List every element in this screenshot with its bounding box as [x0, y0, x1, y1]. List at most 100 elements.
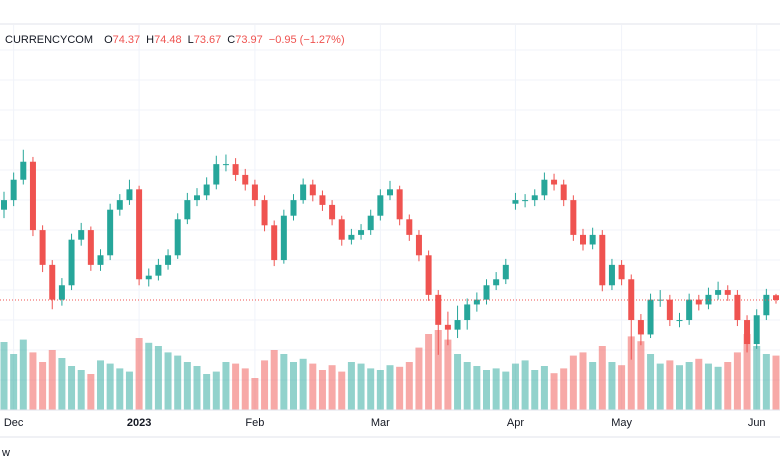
candle-body — [97, 255, 104, 265]
candle-body — [329, 204, 336, 220]
volume-bar — [531, 370, 539, 410]
volume-bar — [550, 373, 558, 410]
candle-body — [174, 219, 181, 256]
volume-bar — [753, 346, 761, 410]
candle-body — [39, 230, 46, 265]
candle-body — [271, 225, 278, 261]
legend-value: 73.67 — [194, 34, 222, 46]
legend-key: C — [227, 34, 235, 46]
candle-body — [773, 295, 779, 301]
volume-bar — [598, 346, 606, 410]
volume-bar — [405, 362, 413, 410]
candle-body — [396, 189, 403, 220]
candle-body — [493, 279, 500, 286]
candle-body — [695, 299, 702, 305]
volume-bar — [647, 354, 655, 410]
volume-bar — [328, 365, 336, 410]
candle-body — [213, 164, 220, 185]
legend-change: −0.95 (−1.27%) — [269, 34, 345, 46]
candle-body — [203, 184, 210, 196]
volume-bar — [656, 363, 664, 410]
candle-body — [20, 161, 27, 180]
legend-value: 74.37 — [113, 34, 141, 46]
legend-value: 74.48 — [154, 34, 182, 46]
candle-body — [724, 290, 731, 295]
candle-body — [560, 184, 567, 201]
volume-bar — [714, 366, 722, 410]
candle-body — [222, 164, 229, 166]
candle-body — [483, 285, 490, 300]
candle-body — [232, 164, 239, 175]
candle-body — [608, 264, 615, 286]
candle-body — [165, 255, 172, 265]
candle-body — [637, 320, 644, 335]
candle-body — [87, 230, 94, 265]
volume-bar — [77, 370, 85, 410]
volume-bar — [87, 374, 95, 410]
x-tick-label: Dec — [4, 417, 24, 429]
candle-body — [261, 200, 268, 226]
candle-body — [512, 200, 519, 204]
volume-bar — [463, 362, 471, 410]
volume-bar — [203, 374, 211, 410]
volume-bar — [29, 352, 37, 410]
candle-body — [734, 294, 741, 321]
candle-body — [184, 200, 191, 220]
candle-body — [107, 209, 114, 256]
volume-bar — [386, 365, 394, 410]
candle-body — [715, 290, 722, 295]
volume-bar — [511, 363, 519, 410]
candle-body — [744, 320, 751, 345]
candle-body — [319, 195, 326, 205]
candle-body — [242, 174, 249, 185]
volume-bar — [762, 354, 770, 410]
candle-body — [676, 320, 683, 322]
volume-bar — [376, 370, 384, 410]
volume-bar — [0, 342, 8, 410]
candle-body — [415, 234, 422, 256]
volume-bar — [695, 358, 703, 410]
volume-bar — [309, 363, 317, 410]
x-tick-label: 2023 — [127, 417, 151, 429]
candle-body — [435, 294, 442, 325]
candle-body — [522, 200, 529, 202]
volume-bar — [540, 366, 548, 410]
x-tick-label: Jun — [748, 417, 766, 429]
candle-body — [425, 255, 432, 295]
footer-text: w — [1, 447, 10, 459]
legend-key: L — [188, 34, 194, 46]
volume-bar — [299, 358, 307, 410]
volume-bar — [473, 366, 481, 410]
candle-body — [251, 184, 258, 201]
candle-body — [78, 230, 85, 240]
candle-body — [454, 320, 461, 330]
volume-bar — [676, 365, 683, 410]
volume-bar — [183, 362, 191, 410]
candle-body — [10, 179, 17, 201]
candle-body — [367, 215, 374, 231]
volume-bar — [743, 334, 751, 410]
x-tick-label: May — [611, 417, 632, 429]
candle-body — [686, 299, 693, 321]
volume-bar — [58, 358, 66, 410]
candle-body — [647, 299, 654, 335]
volume-bar — [338, 371, 346, 410]
volume-bar — [618, 365, 626, 410]
x-tick-label: Mar — [371, 417, 390, 429]
candle-body — [444, 324, 451, 330]
candle-body — [753, 315, 760, 345]
volume-bar — [521, 360, 529, 410]
volume-bar — [579, 352, 587, 410]
candle-body — [155, 264, 162, 276]
volume-bar — [193, 366, 201, 410]
candle-body — [126, 189, 133, 201]
volume-bar — [251, 378, 259, 410]
candle-body — [763, 294, 770, 316]
volume-bar — [733, 352, 741, 410]
candle-body — [29, 161, 36, 231]
candle-body — [580, 234, 586, 245]
volume-bar — [68, 366, 76, 410]
volume-bar — [145, 342, 153, 410]
volume-bar — [222, 362, 230, 410]
volume-bar — [724, 362, 732, 410]
